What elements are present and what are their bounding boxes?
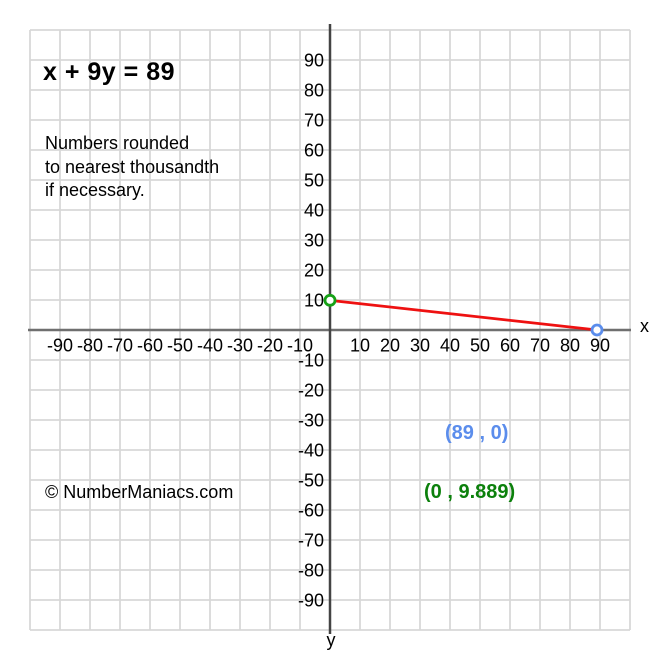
x-tick-label: -50 xyxy=(167,336,193,356)
x-tick-label: 30 xyxy=(410,336,430,356)
y-tick-label: 90 xyxy=(304,51,324,71)
x-axis-label: x xyxy=(640,316,649,336)
x-tick-label: 50 xyxy=(470,336,490,356)
y-tick-label: -70 xyxy=(298,531,324,551)
rounding-note-line-1: Numbers rounded xyxy=(45,133,190,153)
equation-title: x + 9y = 89 xyxy=(43,58,176,86)
y-tick-label: 70 xyxy=(304,111,324,131)
rounding-note-line-2: to nearest thousandth xyxy=(45,156,220,177)
y-tick-label: -60 xyxy=(298,501,324,521)
copyright-label: © NumberManiacs.com xyxy=(45,482,234,502)
y-tick-label: -90 xyxy=(298,591,324,611)
x-tick-label: 80 xyxy=(560,336,580,356)
x-tick-label: 90 xyxy=(590,336,610,356)
x-tick-label: -20 xyxy=(257,336,283,356)
y-tick-label: 80 xyxy=(304,81,324,101)
y-tick-label: 40 xyxy=(304,201,324,221)
y-tick-label: 60 xyxy=(304,141,324,161)
y-intercept-label: (0 , 9.889) xyxy=(424,481,516,503)
x-tick-label: -60 xyxy=(137,336,163,356)
x-tick-label: 10 xyxy=(350,336,370,356)
x-tick-label: 20 xyxy=(380,336,400,356)
x-intercept-point xyxy=(590,323,604,337)
x-tick-label: 60 xyxy=(500,336,520,356)
x-tick-label: -10 xyxy=(287,336,313,356)
y-tick-label: 30 xyxy=(304,231,324,251)
solution-line xyxy=(328,298,599,332)
y-tick-label: 10 xyxy=(304,291,324,311)
y-tick-label: -20 xyxy=(298,381,324,401)
x-tick-label: 70 xyxy=(530,336,550,356)
rounding-note-line-3: if necessary. xyxy=(45,180,145,200)
y-axis-label: y xyxy=(327,630,336,650)
y-tick-label: -50 xyxy=(298,471,324,491)
x-intercept-label: (89 , 0) xyxy=(445,422,509,444)
y-tick-label: -10 xyxy=(298,351,324,371)
x-tick-label: 40 xyxy=(440,336,460,356)
x-tick-label: -90 xyxy=(47,336,73,356)
y-tick-label: 20 xyxy=(304,261,324,281)
rounding-note: Numbers rounded to nearest thousandth if… xyxy=(45,132,219,203)
y-tick-label: -80 xyxy=(298,561,324,581)
x-tick-label: -40 xyxy=(197,336,223,356)
y-intercept-point xyxy=(323,293,337,307)
y-tick-label: -40 xyxy=(298,441,324,461)
y-tick-label: 50 xyxy=(304,171,324,191)
x-tick-label: -70 xyxy=(107,336,133,356)
x-tick-label: -30 xyxy=(227,336,253,356)
x-tick-label: -80 xyxy=(77,336,103,356)
y-tick-label: -30 xyxy=(298,411,324,431)
